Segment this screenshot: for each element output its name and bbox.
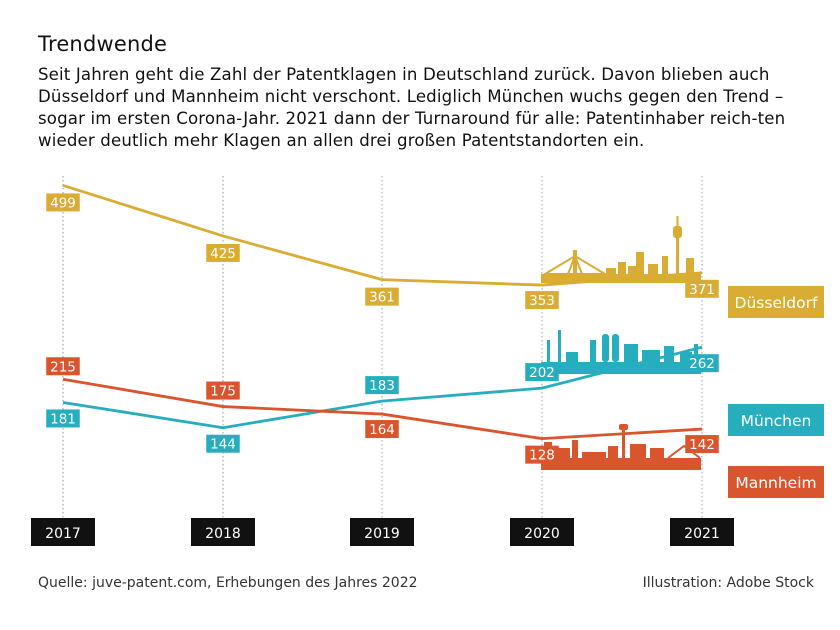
svg-text:2021: 2021 — [684, 526, 720, 542]
svg-text:164: 164 — [369, 422, 395, 438]
chart-subtitle: Seit Jahren geht die Zahl der Patentklag… — [38, 65, 786, 150]
svg-text:262: 262 — [689, 356, 715, 372]
data-label: 144 — [206, 434, 240, 453]
x-tick-label: 2018 — [191, 518, 255, 546]
dusseldorf-skyline-icon — [541, 216, 701, 283]
data-label: 183 — [365, 376, 399, 395]
series-line-münchen — [62, 345, 703, 430]
x-tick-label: 2021 — [670, 518, 734, 546]
x-axis: 2017 2018 2019 2020 2021 — [31, 518, 734, 546]
svg-text:142: 142 — [689, 437, 715, 453]
svg-text:München: München — [741, 412, 812, 430]
line-chart: 499 425 361 353 371 181 144 183 202 262 215 175 164 1… — [31, 176, 824, 546]
data-label: 353 — [525, 291, 559, 310]
svg-text:2019: 2019 — [364, 526, 400, 542]
data-label: 499 — [46, 193, 80, 212]
svg-text:371: 371 — [689, 282, 715, 298]
series-line-düsseldorf — [62, 184, 703, 287]
mannheim-skyline-icon — [541, 424, 701, 470]
data-label: 361 — [365, 287, 399, 306]
svg-text:183: 183 — [369, 378, 395, 394]
x-tick-label: 2019 — [350, 518, 414, 546]
svg-text:2020: 2020 — [524, 526, 560, 542]
svg-text:353: 353 — [529, 293, 555, 309]
data-label: 128 — [525, 445, 559, 464]
data-label: 181 — [46, 409, 80, 428]
svg-text:175: 175 — [210, 384, 236, 400]
data-label: 262 — [685, 354, 719, 373]
legend-item-mannheim: Mannheim — [728, 466, 824, 498]
illustration-credit: Illustration: Adobe Stock — [642, 575, 814, 591]
svg-text:2018: 2018 — [205, 526, 241, 542]
svg-text:181: 181 — [50, 411, 76, 427]
data-label: 164 — [365, 420, 399, 439]
data-label: 371 — [685, 279, 719, 298]
data-label: 175 — [206, 381, 240, 400]
data-label: 142 — [685, 435, 719, 454]
legend: Düsseldorf München Mannheim — [728, 286, 824, 498]
series-line-mannheim — [62, 377, 703, 441]
svg-text:128: 128 — [529, 448, 555, 464]
chart-title: Trendwende — [38, 32, 168, 56]
svg-text:361: 361 — [369, 290, 395, 306]
data-labels: 499 425 361 353 371 181 144 183 202 262 215 175 164 1… — [46, 193, 719, 464]
x-tick-label: 2017 — [31, 518, 95, 546]
svg-text:202: 202 — [529, 365, 555, 381]
svg-text:215: 215 — [50, 359, 76, 375]
svg-text:144: 144 — [210, 437, 236, 453]
data-label: 215 — [46, 357, 80, 376]
svg-text:425: 425 — [210, 246, 236, 262]
series-lines — [62, 184, 703, 441]
legend-item-münchen: München — [728, 404, 824, 436]
data-label: 425 — [206, 243, 240, 262]
svg-text:2017: 2017 — [45, 526, 81, 542]
svg-text:Düsseldorf: Düsseldorf — [735, 294, 818, 312]
data-label: 202 — [525, 363, 559, 382]
svg-text:499: 499 — [50, 195, 76, 211]
svg-text:Mannheim: Mannheim — [735, 474, 816, 492]
x-tick-label: 2020 — [510, 518, 574, 546]
source-note: Quelle: juve-patent.com, Erhebungen des … — [38, 575, 418, 591]
legend-item-düsseldorf: Düsseldorf — [728, 286, 824, 318]
